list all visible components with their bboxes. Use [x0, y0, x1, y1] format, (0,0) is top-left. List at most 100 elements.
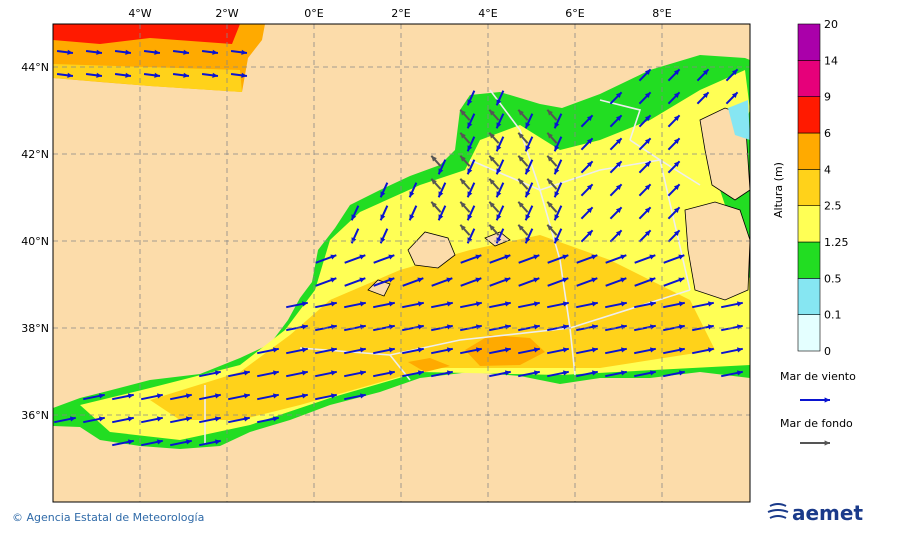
wind-arrow	[379, 205, 389, 221]
sea-biscay-high	[53, 24, 240, 44]
wind-arrow-head	[554, 237, 560, 244]
wind-arrow-head	[562, 324, 569, 330]
swell-arrow-head	[518, 132, 524, 139]
wind-arrow	[201, 49, 219, 55]
wind-arrow-head	[359, 301, 366, 307]
colorbar-segment	[797, 96, 821, 134]
longitude-label: 4°W	[128, 7, 151, 20]
wind-arrow	[199, 439, 221, 447]
swell-arrow-head	[431, 201, 437, 208]
wind-arrow-head	[388, 277, 395, 283]
swell-arrow	[546, 155, 558, 167]
wind-arrow	[663, 277, 685, 287]
swell-arrow	[459, 224, 471, 236]
wind-arrow	[638, 183, 652, 197]
wind-arrow	[609, 183, 623, 197]
wind-arrow-head	[533, 324, 540, 330]
wind-arrow-head	[496, 237, 502, 244]
wind-arrow	[638, 68, 652, 82]
wind-arrow	[609, 206, 623, 220]
wind-arrow	[85, 72, 103, 78]
wind-arrow-head	[673, 230, 680, 236]
wind-arrow-head	[615, 138, 622, 144]
sea-biscay-coast	[53, 64, 242, 92]
wind-arrow-head	[67, 72, 73, 78]
swell-arrow	[430, 178, 442, 190]
swell-arrow-head	[489, 109, 495, 116]
wind-arrow	[466, 136, 476, 152]
wind-arrow-head	[678, 370, 685, 376]
wind-arrow	[489, 277, 511, 287]
wind-arrow	[460, 254, 482, 264]
longitude-label: 2°W	[215, 7, 238, 20]
longitude-label: 8°E	[652, 7, 671, 20]
colorbar-label: 0	[824, 345, 831, 358]
colorbar-segment	[797, 60, 821, 97]
wind-arrow	[431, 301, 453, 309]
wind-arrow-head	[467, 122, 473, 129]
wind-arrow	[373, 370, 395, 378]
wind-arrow-head	[673, 184, 680, 190]
wind-arrow	[667, 206, 681, 220]
colorbar-label: 6	[824, 127, 831, 140]
wind-arrow-head	[154, 72, 160, 78]
wind-arrow-head	[591, 370, 598, 376]
wind-arrow-head	[185, 393, 192, 399]
swell-arrow	[430, 155, 442, 167]
wind-arrow	[437, 182, 447, 198]
wind-arrow-head	[330, 370, 337, 376]
wind-arrow	[518, 370, 540, 378]
wind-arrow	[605, 347, 627, 355]
wind-arrow-head	[525, 168, 531, 175]
swell-arrow	[459, 132, 471, 144]
wind-arrow-head	[475, 254, 482, 260]
wind-arrow-head	[388, 254, 395, 260]
wind-arrow-head	[359, 254, 366, 260]
wind-arrow-head	[409, 191, 415, 198]
wind-arrow-head	[644, 184, 651, 190]
wind-arrow-head	[156, 393, 163, 399]
wind-arrow	[692, 301, 714, 309]
wind-arrow	[466, 182, 476, 198]
wind-arrow	[460, 277, 482, 287]
wind-arrow-head	[504, 301, 511, 307]
swell-arrow-head	[460, 155, 466, 162]
wind-arrow	[667, 137, 681, 151]
wind-arrow-head	[644, 138, 651, 144]
wind-arrow-head	[214, 370, 221, 376]
wind-arrow	[580, 160, 594, 174]
wind-arrow	[576, 301, 598, 309]
wind-arrow-head	[533, 301, 540, 307]
wind-arrow	[605, 254, 627, 264]
wind-arrow	[402, 301, 424, 309]
wind-arrow-head	[586, 207, 593, 213]
wind-arrow-head	[615, 207, 622, 213]
wind-arrow	[85, 49, 103, 55]
wind-arrow	[634, 370, 656, 378]
wind-arrow-head	[554, 122, 560, 129]
wind-arrow	[228, 370, 250, 378]
colorbar-label: 20	[824, 18, 838, 31]
wind-arrow-head	[591, 277, 598, 283]
wind-arrow-head	[438, 191, 444, 198]
wind-arrow	[667, 229, 681, 243]
wind-arrow	[518, 347, 540, 355]
wind-arrow-head	[644, 92, 651, 98]
wind-arrow-head	[330, 347, 337, 353]
wind-arrow-head	[562, 254, 569, 260]
wind-arrow	[344, 254, 366, 264]
wind-arrow-head	[736, 347, 743, 353]
wind-arrow-head	[417, 301, 424, 307]
colorbar-segment	[797, 132, 821, 170]
wind-arrow	[609, 114, 623, 128]
wind-arrow	[228, 393, 250, 401]
wind-arrow-head	[615, 184, 622, 190]
wind-arrow-head	[380, 191, 386, 198]
wind-arrow	[518, 301, 540, 309]
wind-arrow	[315, 277, 337, 287]
wind-arrow	[315, 393, 337, 401]
wind-arrow	[402, 277, 424, 287]
wind-arrow	[257, 370, 279, 378]
swell-arrow-head	[547, 132, 553, 139]
legend-label: Mar de fondo	[780, 417, 853, 430]
